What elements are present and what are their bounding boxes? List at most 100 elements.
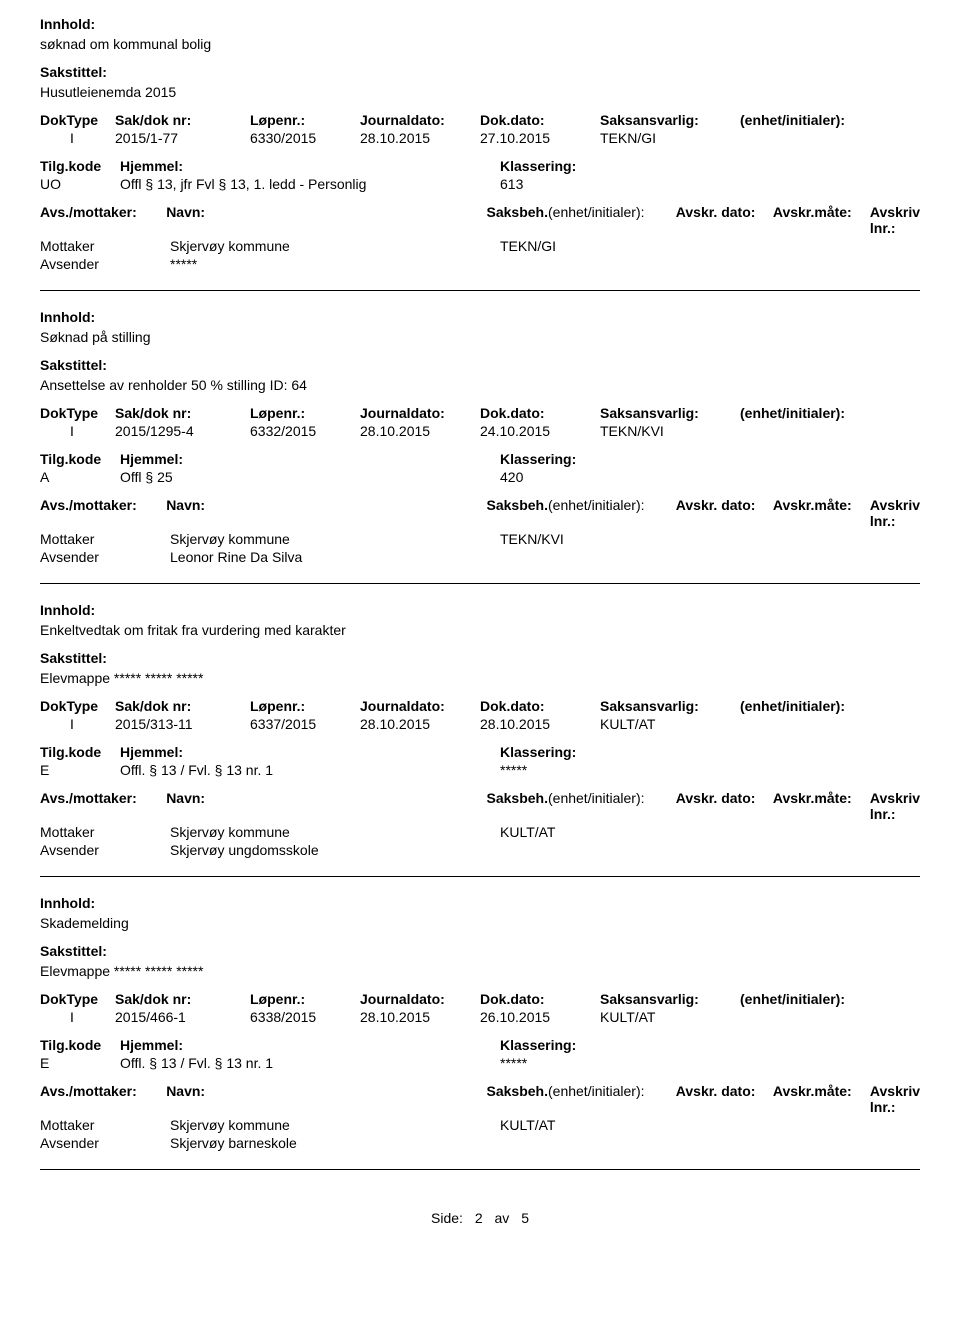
enhet-label: (enhet/initialer):	[740, 112, 920, 128]
hjemmel-value: Offl § 25	[120, 469, 500, 485]
avsender-navn: Leonor Rine Da Silva	[170, 549, 920, 565]
party-header-row: Avs./mottaker:Navn:Saksbeh.(enhet/initia…	[40, 1083, 920, 1115]
avskr-mate-label: Avskr.måte:	[773, 790, 870, 822]
sakdoknr-label: Sak/dok nr:	[115, 991, 250, 1007]
footer-av-label: av	[495, 1210, 510, 1226]
dokdato-value: 24.10.2015	[480, 423, 600, 439]
hjemmel-value: Offl. § 13 / Fvl. § 13 nr. 1	[120, 1055, 500, 1071]
saksansvarlig-value: TEKN/GI	[600, 130, 740, 146]
avskr-dato-label: Avskr. dato:	[676, 790, 773, 822]
journaldato-label: Journaldato:	[360, 698, 480, 714]
avsender-navn: Skjervøy barneskole	[170, 1135, 920, 1151]
avsender-label: Avsender	[40, 842, 170, 858]
dokdato-label: Dok.dato:	[480, 991, 600, 1007]
lopenr-label: Løpenr.:	[250, 405, 360, 421]
sakstittel-label: Sakstittel:	[40, 943, 920, 959]
sakdoknr-value: 2015/1-77	[115, 130, 250, 146]
lopenr-value: 6332/2015	[250, 423, 360, 439]
avskr-mate-label: Avskr.måte:	[773, 497, 870, 529]
sakdoknr-label: Sak/dok nr:	[115, 112, 250, 128]
avsender-row: AvsenderLeonor Rine Da Silva	[40, 549, 920, 565]
avsender-label: Avsender	[40, 256, 170, 272]
meta-header-row: DokTypeSak/dok nr:Løpenr.:Journaldato:Do…	[40, 991, 920, 1007]
record-separator	[40, 290, 920, 291]
innhold-value: Søknad på stilling	[40, 329, 920, 345]
lopenr-label: Løpenr.:	[250, 112, 360, 128]
klassering-value: 420	[500, 469, 920, 485]
spacer	[40, 423, 70, 439]
sakstittel-label: Sakstittel:	[40, 650, 920, 666]
doktype-value: I	[70, 423, 115, 439]
sakdoknr-value: 2015/466-1	[115, 1009, 250, 1025]
tilg-value-row: EOffl. § 13 / Fvl. § 13 nr. 1*****	[40, 1055, 920, 1071]
tilgkode-value: A	[40, 469, 120, 485]
saksbeh-label: Saksbeh.(enhet/initialer):	[487, 497, 676, 529]
klassering-label: Klassering:	[500, 451, 920, 467]
avsender-label: Avsender	[40, 549, 170, 565]
mottaker-row: MottakerSkjervøy kommuneKULT/AT	[40, 824, 920, 840]
mottaker-saksbeh: TEKN/GI	[500, 238, 920, 254]
klassering-label: Klassering:	[500, 1037, 920, 1053]
doktype-label: DokType	[40, 991, 115, 1007]
avsender-navn: *****	[170, 256, 920, 272]
page-container: Innhold:søknad om kommunal boligSakstitt…	[0, 0, 960, 1246]
saksansvarlig-value: TEKN/KVI	[600, 423, 740, 439]
tilg-header-row: Tilg.kodeHjemmel:Klassering:	[40, 1037, 920, 1053]
sakdoknr-label: Sak/dok nr:	[115, 405, 250, 421]
doktype-label: DokType	[40, 405, 115, 421]
party-header-row: Avs./mottaker:Navn:Saksbeh.(enhet/initia…	[40, 497, 920, 529]
mottaker-navn: Skjervøy kommune	[170, 238, 500, 254]
sakstittel-value: Ansettelse av renholder 50 % stilling ID…	[40, 377, 920, 393]
klassering-value: *****	[500, 762, 920, 778]
tilg-header-row: Tilg.kodeHjemmel:Klassering:	[40, 451, 920, 467]
sakdoknr-value: 2015/1295-4	[115, 423, 250, 439]
tilgkode-label: Tilg.kode	[40, 451, 120, 467]
meta-value-row: I2015/466-16338/201528.10.201526.10.2015…	[40, 1009, 920, 1025]
tilgkode-value: E	[40, 1055, 120, 1071]
journal-record: Innhold:søknad om kommunal boligSakstitt…	[40, 16, 920, 272]
lopenr-value: 6338/2015	[250, 1009, 360, 1025]
journaldato-label: Journaldato:	[360, 405, 480, 421]
avsender-label: Avsender	[40, 1135, 170, 1151]
avskriv-lnr-label: Avskriv lnr.:	[870, 497, 920, 529]
meta-value-row: I2015/1295-46332/201528.10.201524.10.201…	[40, 423, 920, 439]
tilgkode-label: Tilg.kode	[40, 158, 120, 174]
lopenr-value: 6330/2015	[250, 130, 360, 146]
saksansvarlig-label: Saksansvarlig:	[600, 405, 740, 421]
footer-page-number: 2	[475, 1210, 483, 1226]
innhold-label: Innhold:	[40, 602, 920, 618]
doktype-value: I	[70, 716, 115, 732]
mottaker-navn: Skjervøy kommune	[170, 824, 500, 840]
avsender-row: AvsenderSkjervøy barneskole	[40, 1135, 920, 1151]
journaldato-value: 28.10.2015	[360, 1009, 480, 1025]
navn-label: Navn:	[166, 497, 486, 529]
navn-label: Navn:	[166, 204, 486, 236]
dokdato-value: 27.10.2015	[480, 130, 600, 146]
journaldato-value: 28.10.2015	[360, 130, 480, 146]
avskriv-lnr-label: Avskriv lnr.:	[870, 1083, 920, 1115]
lopenr-value: 6337/2015	[250, 716, 360, 732]
innhold-value: Enkeltvedtak om fritak fra vurdering med…	[40, 622, 920, 638]
sakdoknr-value: 2015/313-11	[115, 716, 250, 732]
meta-value-row: I2015/313-116337/201528.10.201528.10.201…	[40, 716, 920, 732]
avskr-mate-label: Avskr.måte:	[773, 1083, 870, 1115]
journal-record: Innhold: Enkeltvedtak om fritak fra vurde…	[40, 602, 920, 858]
party-header-row: Avs./mottaker:Navn:Saksbeh.(enhet/initia…	[40, 790, 920, 822]
tilg-value-row: AOffl § 25420	[40, 469, 920, 485]
navn-label: Navn:	[166, 790, 486, 822]
mottaker-label: Mottaker	[40, 824, 170, 840]
sakdoknr-label: Sak/dok nr:	[115, 698, 250, 714]
mottaker-row: MottakerSkjervøy kommuneTEKN/GI	[40, 238, 920, 254]
innhold-label: Innhold:	[40, 309, 920, 325]
klassering-label: Klassering:	[500, 158, 920, 174]
sakstittel-value: Husutleienemda 2015	[40, 84, 920, 100]
hjemmel-value: Offl § 13, jfr Fvl § 13, 1. ledd - Perso…	[120, 176, 500, 192]
avskr-dato-label: Avskr. dato:	[676, 204, 773, 236]
avskr-dato-label: Avskr. dato:	[676, 1083, 773, 1115]
saksansvarlig-label: Saksansvarlig:	[600, 112, 740, 128]
hjemmel-label: Hjemmel:	[120, 451, 500, 467]
sakstittel-value: Elevmappe ***** ***** *****	[40, 963, 920, 979]
klassering-value: 613	[500, 176, 920, 192]
avsender-navn: Skjervøy ungdomsskole	[170, 842, 920, 858]
innhold-label: Innhold:	[40, 895, 920, 911]
